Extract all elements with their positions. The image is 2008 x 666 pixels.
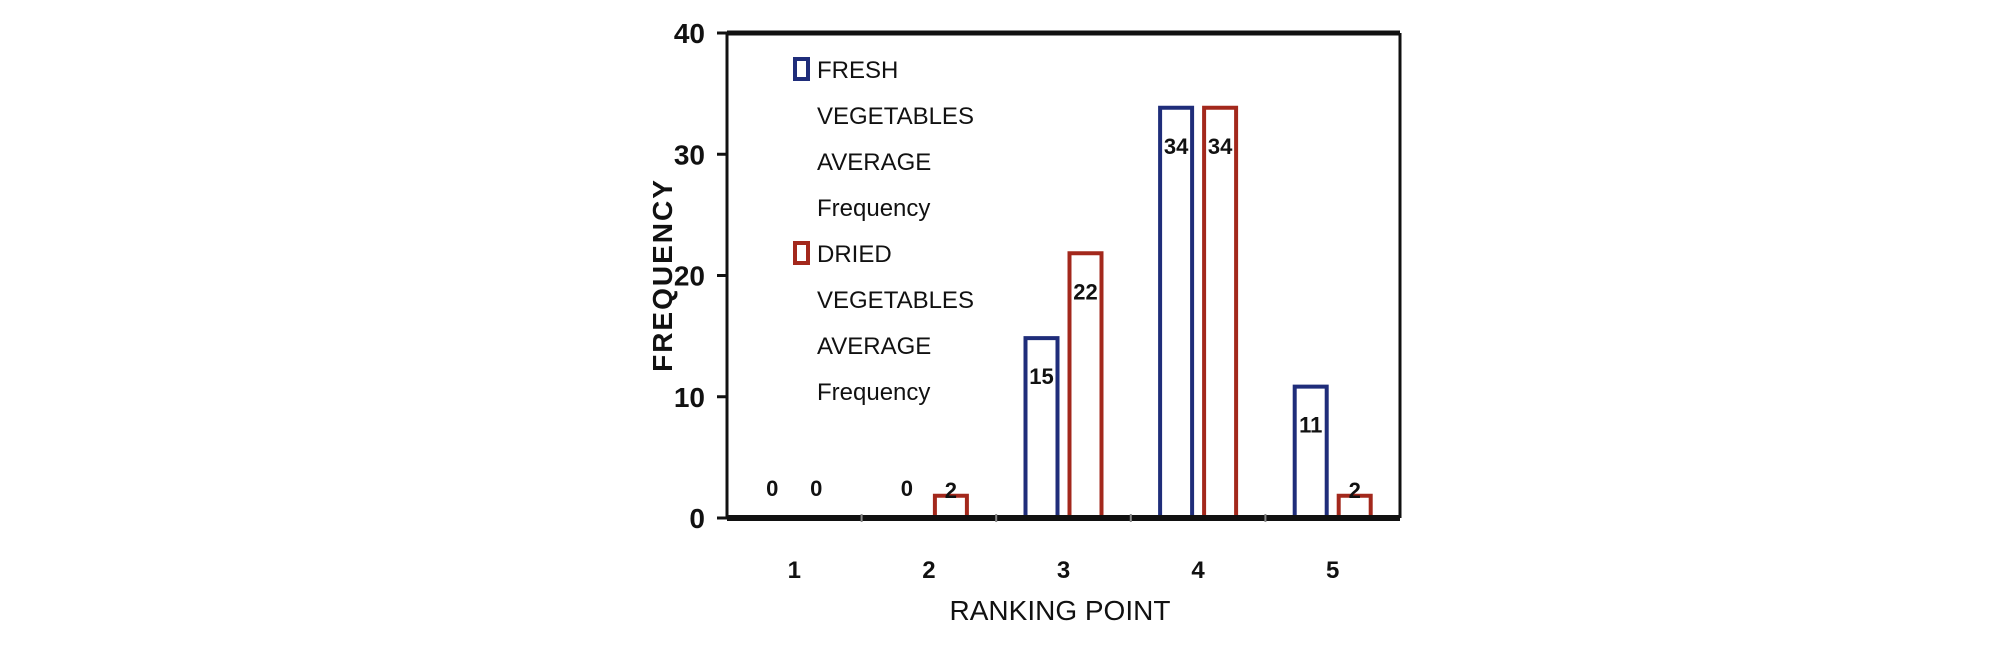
legend-swatch-fresh [793,57,810,81]
legend-text-fresh: FRESH [817,57,898,84]
x-tick-label: 3 [1057,557,1070,584]
data-label-dried-4: 34 [1208,134,1233,159]
legend-text-dried: VEGETABLES [817,287,974,314]
y-tick-label: 30 [674,139,705,170]
x-tick-label: 5 [1326,557,1339,584]
y-axis-title: FREQUENCY [647,178,678,372]
y-tick-label: 0 [689,503,705,534]
data-label-dried-5: 2 [1349,478,1361,503]
data-label-fresh-1: 0 [766,476,778,501]
legend-text-dried: DRIED [817,241,892,268]
bars-layer [932,105,1373,520]
y-axis: 0 10 20 30 40 [674,18,727,534]
bar-dried-4 [1202,105,1239,520]
x-axis-title: RANKING POINT [950,595,1171,626]
legend-text-fresh: AVERAGE [817,149,931,176]
data-label-fresh-3: 15 [1029,364,1053,389]
x-tick-label: 1 [788,557,801,584]
x-tick-label: 4 [1191,557,1205,584]
data-label-dried-3: 22 [1073,279,1097,304]
data-label-dried-1: 0 [810,476,822,501]
y-tick-label: 10 [674,382,705,413]
data-label-fresh-2: 0 [901,476,913,501]
legend-text-fresh: VEGETABLES [817,103,974,130]
y-tick-label: 20 [674,261,705,292]
legend: FRESH VEGETABLES AVERAGE Frequency DRIED VEGE… [793,57,974,406]
legend-text-dried: Frequency [817,379,930,406]
y-tick-label: 40 [674,18,705,49]
bar-fresh-4 [1158,105,1195,520]
data-label-fresh-4: 34 [1164,134,1189,159]
data-labels-layer: 0 0 0 2 15 22 34 34 11 2 [766,134,1361,503]
legend-text-dried: AVERAGE [817,333,931,360]
bar-fresh-5 [1292,384,1329,520]
bar-dried-3 [1067,251,1104,520]
x-tick-label: 2 [922,557,935,584]
legend-swatch-dried [793,241,810,265]
data-label-dried-2: 2 [945,478,957,503]
legend-text-fresh: Frequency [817,195,930,222]
x-axis: 1 2 3 4 5 [788,557,1340,584]
data-label-fresh-5: 11 [1299,413,1322,438]
